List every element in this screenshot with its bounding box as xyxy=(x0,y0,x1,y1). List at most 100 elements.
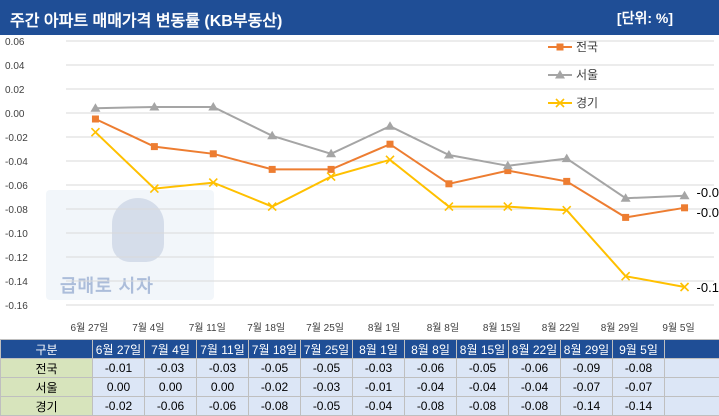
table-cell: -0.08 xyxy=(248,396,301,416)
data-point xyxy=(385,121,395,130)
legend-entry: 경기 xyxy=(548,96,598,110)
table-cell: -0.03 xyxy=(352,358,405,378)
y-tick-label: 0.02 xyxy=(5,85,25,96)
y-tick-label: 0.04 xyxy=(5,61,25,72)
table-cell: -0.05 xyxy=(300,396,353,416)
series-square xyxy=(91,115,689,221)
data-table: 구분 6월 27일 7월 4일 7월 11일 7월 18일 7월 25일 8월 1일 8월 … xyxy=(0,339,719,416)
table-header-cell: 9월 5일 xyxy=(612,339,665,359)
data-point xyxy=(149,184,159,194)
end-labels: -0.08 -0.07 -0.14 xyxy=(697,185,719,295)
data-point xyxy=(681,204,689,212)
table-header-cell: 8월 22일 xyxy=(508,339,561,359)
legend-entry: 전국 xyxy=(548,40,598,54)
data-point xyxy=(679,282,690,292)
data-point xyxy=(149,102,160,111)
data-point xyxy=(91,115,99,123)
table-header-cell: 8월 8일 xyxy=(404,339,457,359)
x-tick-label: 7월 18일 xyxy=(247,322,285,334)
table-cell: -0.06 xyxy=(508,358,561,378)
table-cell: -0.01 xyxy=(92,358,145,378)
chart-header: 주간 아파트 매매가격 변동률 (KB부동산) [단위: %] xyxy=(0,0,719,35)
series-lines xyxy=(90,102,690,292)
data-point xyxy=(620,193,631,202)
chart-title: 주간 아파트 매매가격 변동률 (KB부동산) xyxy=(10,13,283,30)
table-cell: -0.06 xyxy=(196,396,249,416)
table-cell: -0.01 xyxy=(352,377,405,397)
table-cell: -0.04 xyxy=(352,396,405,416)
table-cell: -0.03 xyxy=(196,358,249,378)
y-tick-label: -0.04 xyxy=(5,157,28,168)
x-tick-label: 8월 22일 xyxy=(542,322,580,334)
x-tick-label: 8월 8일 xyxy=(427,322,459,334)
table-header-cell: 8월 1일 xyxy=(352,339,405,359)
unit-label: [단위: %] xyxy=(616,10,673,26)
end-label: -0.14 xyxy=(697,280,719,295)
table-header-cell: 8월 15일 xyxy=(456,339,509,359)
x-tick-label: 7월 4일 xyxy=(132,322,164,334)
y-tick-label: -0.02 xyxy=(5,133,28,144)
legend-label: 서울 xyxy=(576,68,598,82)
table-cell: -0.07 xyxy=(560,377,613,397)
end-label: -0.07 xyxy=(697,185,719,200)
data-point xyxy=(555,98,565,108)
data-point xyxy=(90,127,101,137)
table-row: 경기 -0.02 -0.06 -0.06 -0.08 -0.05 -0.04 -0.08 -0.… xyxy=(0,396,719,416)
table-cell: -0.02 xyxy=(92,396,145,416)
data-point xyxy=(621,271,631,281)
data-point xyxy=(150,143,158,151)
table-header-cell: 7월 11일 xyxy=(196,339,249,359)
data-point xyxy=(443,150,454,159)
table-corner: 구분 xyxy=(0,339,93,359)
y-axis-ticks: 0.06 0.04 0.02 0.00 -0.02 -0.04 -0.06 -0.08 -0.1… xyxy=(5,37,28,312)
table-cell: -0.03 xyxy=(144,358,197,378)
data-point xyxy=(563,177,571,185)
y-tick-label: -0.14 xyxy=(5,277,28,288)
table-cell: 0.00 xyxy=(196,377,249,397)
y-tick-label: -0.08 xyxy=(5,205,28,216)
table-row-label: 경기 xyxy=(0,396,93,416)
table-cell: -0.05 xyxy=(300,358,353,378)
data-point xyxy=(622,213,630,221)
x-axis-ticks: 6월 27일 7월 4일 7월 11일 7월 18일 7월 25일 8월 1일 8월 8일 8… xyxy=(71,322,695,334)
data-point xyxy=(503,202,513,212)
data-point xyxy=(326,148,337,158)
data-point xyxy=(561,153,572,163)
table-header-cell: 7월 18일 xyxy=(248,339,301,359)
legend-label: 전국 xyxy=(576,40,598,54)
data-point xyxy=(556,43,564,51)
x-tick-label: 6월 27일 xyxy=(71,322,109,334)
data-point xyxy=(267,130,278,140)
table-cell: -0.14 xyxy=(560,396,613,416)
y-tick-label: -0.10 xyxy=(5,229,28,240)
table-cell: -0.04 xyxy=(404,377,457,397)
table-cell: 0.00 xyxy=(92,377,145,397)
table-cell: -0.05 xyxy=(248,358,301,378)
y-tick-label: 0.06 xyxy=(5,37,25,48)
table-row-label: 서울 xyxy=(0,377,93,397)
data-point xyxy=(209,150,217,158)
data-point xyxy=(208,178,218,188)
line-chart: 0.06 0.04 0.02 0.00 -0.02 -0.04 -0.06 -0.08 -0.1… xyxy=(5,37,719,334)
data-point xyxy=(386,140,394,148)
x-tick-label: 9월 5일 xyxy=(662,322,694,334)
data-point xyxy=(326,172,336,182)
table-row: 전국 -0.01 -0.03 -0.03 -0.05 -0.05 -0.03 -0.06 -0.… xyxy=(0,358,719,378)
table-header-cell: 7월 4일 xyxy=(144,339,197,359)
data-point xyxy=(504,167,512,175)
table-cell-blank xyxy=(664,377,719,397)
legend-label: 경기 xyxy=(576,96,598,110)
data-point xyxy=(555,70,565,79)
y-tick-label: -0.06 xyxy=(5,181,28,192)
data-point xyxy=(208,102,219,111)
table-cell: -0.05 xyxy=(456,358,509,378)
table-cell: -0.07 xyxy=(612,377,665,397)
series-line xyxy=(95,118,685,219)
x-tick-label: 8월 1일 xyxy=(368,322,400,334)
data-point xyxy=(502,160,513,170)
data-point xyxy=(327,165,335,173)
data-point xyxy=(444,202,454,212)
table-row-label: 전국 xyxy=(0,358,93,378)
end-label: -0.08 xyxy=(697,205,719,220)
table-cell: -0.09 xyxy=(560,358,613,378)
